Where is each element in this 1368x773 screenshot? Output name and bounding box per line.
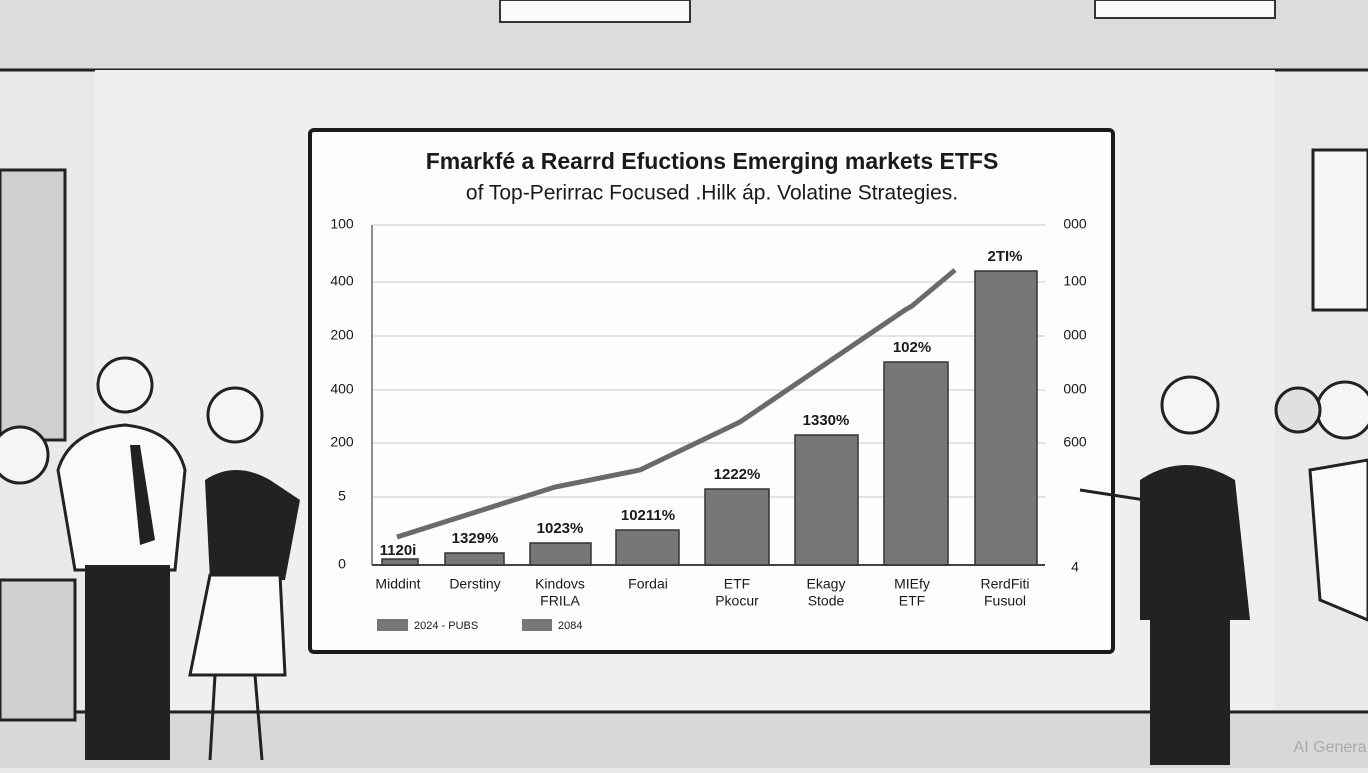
person-edge bbox=[0, 380, 1368, 622]
chart-title: Fmarkfé a Rearrd Efuctions Emerging mark… bbox=[426, 148, 999, 174]
person-left bbox=[56, 356, 187, 760]
bar bbox=[381, 558, 419, 566]
left-axis-label: 400 bbox=[330, 381, 354, 397]
category-label: ETF bbox=[899, 593, 925, 609]
legend-label: 2084 bbox=[558, 620, 582, 632]
category-label: ETF bbox=[724, 576, 750, 592]
ceiling-light bbox=[1094, 0, 1276, 19]
category-label: Kindovs bbox=[535, 576, 585, 592]
right-axis-label: 000 bbox=[1063, 381, 1087, 397]
category-label: Stode bbox=[808, 593, 845, 609]
watermark: AI Genera bbox=[1294, 739, 1367, 756]
category-label: MIEfy bbox=[894, 576, 930, 592]
category-label: Middint bbox=[375, 576, 420, 592]
category-label: FRILA bbox=[540, 593, 580, 609]
bar bbox=[704, 488, 770, 566]
left-axis-label: 0 bbox=[338, 556, 346, 572]
category-label: Ekagy bbox=[807, 576, 846, 592]
legend-swatch bbox=[377, 619, 408, 631]
bar bbox=[974, 270, 1038, 566]
poster bbox=[1311, 148, 1368, 312]
right-axis-label: 4 bbox=[1071, 559, 1079, 575]
category-label: Fordai bbox=[628, 576, 668, 592]
window bbox=[0, 168, 67, 442]
right-axis-label: 600 bbox=[1063, 434, 1087, 450]
category-label: RerdFiti bbox=[980, 576, 1029, 592]
bar-label: 10211% bbox=[621, 507, 675, 524]
ceiling-light bbox=[499, 0, 691, 23]
category-label: Pkocur bbox=[715, 593, 759, 609]
bar-label: 102% bbox=[893, 339, 931, 356]
trend-line bbox=[396, 268, 957, 540]
person-right bbox=[1079, 375, 1250, 765]
bar-label: 2TI% bbox=[987, 248, 1022, 265]
category-label: Fusuol bbox=[984, 593, 1026, 609]
bar-label: 1330% bbox=[803, 412, 850, 429]
right-axis-label: 000 bbox=[1063, 216, 1087, 232]
legend-label: 2024 - PUBS bbox=[414, 620, 478, 632]
floor bbox=[0, 710, 1368, 768]
bar bbox=[615, 529, 680, 566]
category-label: Derstiny bbox=[449, 576, 500, 592]
right-axis-label: 100 bbox=[1063, 273, 1087, 289]
right-axis-label: 000 bbox=[1063, 327, 1087, 343]
bar bbox=[794, 434, 859, 566]
bar bbox=[529, 542, 592, 566]
person-woman bbox=[188, 386, 300, 761]
left-axis-label: 100 bbox=[330, 216, 354, 232]
legend-swatch bbox=[522, 619, 552, 631]
chart-subtitle: of Top-Perirrac Focused .Hilk áp. Volati… bbox=[466, 182, 958, 205]
bar bbox=[883, 361, 949, 566]
bar bbox=[444, 552, 505, 566]
bar-label: 1222% bbox=[714, 466, 761, 483]
left-axis-label: 200 bbox=[330, 327, 354, 343]
bar-label: 1120i bbox=[380, 542, 417, 559]
desk bbox=[0, 578, 77, 722]
bar-label: 1023% bbox=[537, 520, 584, 537]
left-axis-label: 200 bbox=[330, 434, 354, 450]
left-axis-label: 5 bbox=[338, 488, 346, 504]
bar-label: 1329% bbox=[452, 530, 499, 547]
left-axis-label: 400 bbox=[330, 273, 354, 289]
